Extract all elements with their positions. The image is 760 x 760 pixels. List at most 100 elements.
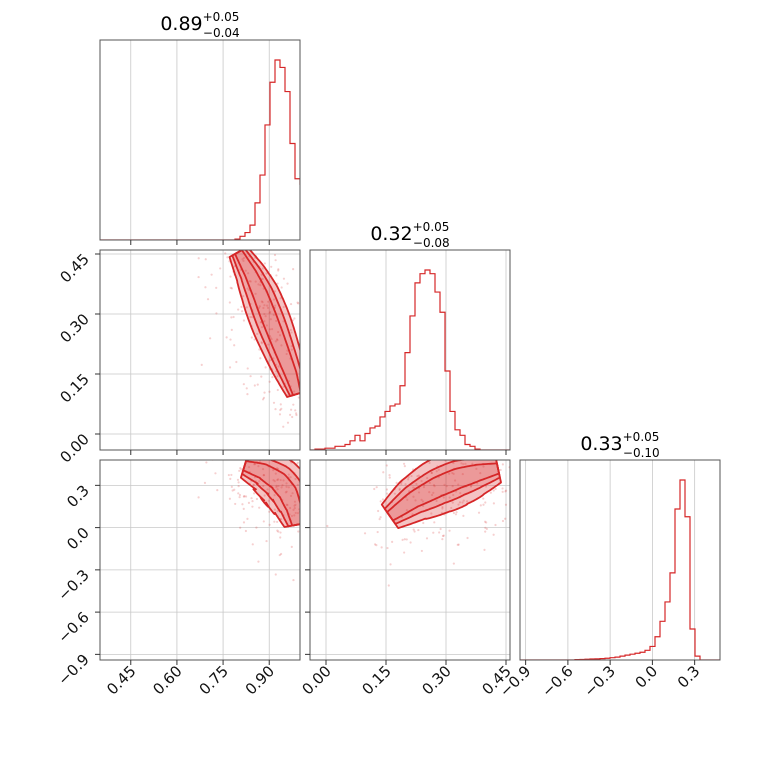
sample-point xyxy=(319,345,321,347)
sample-point xyxy=(280,518,283,521)
sample-point xyxy=(321,326,323,328)
axes-frame xyxy=(99,39,301,241)
sample-point xyxy=(229,338,232,341)
sample-point xyxy=(295,412,298,415)
sample-point xyxy=(237,492,240,495)
sample-point xyxy=(504,517,507,520)
sample-point xyxy=(250,497,253,500)
sample-point xyxy=(460,387,462,389)
sample-point xyxy=(274,472,277,475)
sample-point xyxy=(430,471,433,474)
x-tick-label: 0.00 xyxy=(298,662,334,698)
sample-point xyxy=(270,438,272,440)
sample-point xyxy=(385,464,388,467)
sample-point xyxy=(263,262,266,265)
sample-point xyxy=(432,531,435,534)
sample-point xyxy=(457,503,460,506)
contour-layer xyxy=(197,417,346,582)
sample-point xyxy=(512,485,514,487)
sample-point xyxy=(501,519,505,523)
sample-point xyxy=(412,495,415,498)
sample-point xyxy=(225,336,228,339)
sample-point xyxy=(422,428,424,430)
sample-point xyxy=(325,455,327,457)
sample-point xyxy=(266,304,269,307)
sample-point xyxy=(454,513,458,516)
sample-point xyxy=(249,375,252,378)
sample-point xyxy=(289,302,293,306)
sample-point xyxy=(451,471,454,475)
sample-point xyxy=(438,531,441,534)
sample-point xyxy=(234,445,236,447)
axes-frame xyxy=(519,459,721,661)
sample-point xyxy=(260,341,263,344)
sample-point xyxy=(303,522,305,524)
panel-title: 0.89+0.05 −0.04 xyxy=(160,10,239,40)
sample-point xyxy=(238,493,242,497)
sample-point xyxy=(477,511,481,514)
sample-point xyxy=(344,499,346,501)
sample-point xyxy=(293,514,296,517)
sample-point xyxy=(200,363,203,366)
contour-level-1 xyxy=(386,462,500,522)
sample-point xyxy=(273,508,276,511)
sample-point xyxy=(276,338,279,342)
sample-point xyxy=(417,435,419,437)
sample-point xyxy=(290,514,294,518)
sample-point xyxy=(229,275,232,278)
sample-point xyxy=(320,333,322,335)
sample-point xyxy=(307,534,309,536)
sample-point xyxy=(425,537,429,540)
sample-point xyxy=(484,485,488,488)
sample-point xyxy=(253,463,256,466)
sample-point xyxy=(224,252,227,255)
sample-point xyxy=(257,283,260,286)
axes-frame xyxy=(309,249,511,451)
panel-title: 0.33+0.05 −0.10 xyxy=(580,430,659,460)
sample-point xyxy=(258,506,261,509)
sample-point xyxy=(338,496,340,498)
sample-point xyxy=(385,488,389,491)
sample-point xyxy=(507,438,509,440)
sample-point xyxy=(386,492,389,495)
sample-point xyxy=(290,545,293,548)
sample-point xyxy=(241,503,244,506)
sample-point xyxy=(281,422,283,424)
sample-point xyxy=(237,308,240,311)
sample-point xyxy=(465,500,469,503)
sample-point xyxy=(275,486,278,489)
sample-point xyxy=(439,527,442,531)
sample-point xyxy=(288,506,292,510)
sample-point xyxy=(230,485,233,488)
sample-point xyxy=(491,457,493,459)
sample-point xyxy=(412,486,415,489)
sample-point xyxy=(276,478,279,482)
sample-point xyxy=(286,503,289,507)
sample-point xyxy=(527,498,529,500)
sample-point xyxy=(276,282,279,285)
sample-point xyxy=(458,412,460,414)
sample-point xyxy=(302,500,304,502)
sample-point xyxy=(274,304,277,307)
sample-point xyxy=(399,457,401,459)
sample-point xyxy=(395,481,398,484)
sample-point xyxy=(461,472,464,476)
sample-point xyxy=(236,478,240,481)
sample-point xyxy=(509,457,511,459)
sample-point xyxy=(448,496,451,499)
sample-point xyxy=(410,474,413,478)
sample-point xyxy=(289,476,292,479)
sample-point xyxy=(540,467,542,469)
sample-point xyxy=(236,417,238,419)
sample-point xyxy=(435,499,438,503)
sample-point xyxy=(545,482,547,484)
sample-point xyxy=(307,396,309,398)
sample-point xyxy=(243,495,246,498)
sample-point xyxy=(282,277,286,280)
sample-point xyxy=(466,536,469,540)
sample-point xyxy=(464,446,466,448)
sample-point xyxy=(511,448,513,450)
sample-point xyxy=(398,487,401,490)
sample-point xyxy=(442,534,445,537)
